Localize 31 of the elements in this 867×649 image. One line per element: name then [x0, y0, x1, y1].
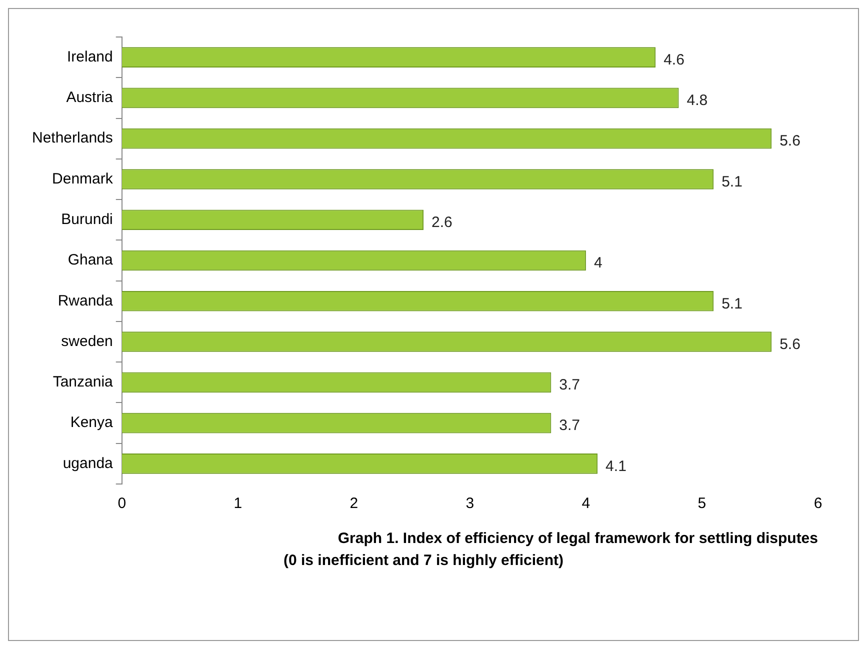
y-tick-label: Austria: [66, 89, 114, 106]
data-label: 4: [594, 254, 602, 272]
y-tick-label: Burundi: [61, 211, 113, 228]
data-label: 4.1: [606, 458, 626, 475]
data-label: 4.8: [686, 92, 708, 110]
data-label: 3.7: [559, 376, 580, 394]
y-tick-label: Denmark: [52, 170, 114, 188]
x-tick-label: 3: [466, 495, 474, 512]
y-tick-label: Kenya: [70, 414, 114, 432]
y-tick-label: Netherlands: [32, 130, 113, 147]
data-label: 5.1: [722, 173, 742, 190]
x-tick-label: 2: [350, 495, 358, 512]
data-label: 2.6: [432, 214, 452, 232]
data-label: 5.1: [722, 295, 742, 312]
text: (0 is inefficient and 7 is highly efficient): [283, 552, 564, 570]
x-tick-label: 0: [118, 495, 126, 512]
x-tick-label: 1: [234, 495, 242, 512]
y-tick-label: Rwanda: [58, 292, 114, 310]
data-label: 5.6: [780, 336, 800, 353]
x-tick-label: 6: [814, 495, 822, 512]
text: Graph 1. Index of efficiency of legal framework for settling disputes: [338, 530, 818, 548]
x-tick-label: 4: [582, 495, 590, 512]
data-label: 5.6: [780, 132, 800, 150]
data-label: 3.7: [559, 417, 580, 434]
y-tick-label: Ghana: [68, 252, 114, 269]
y-tick-label: Tanzania: [52, 374, 114, 391]
y-tick-label: sweden: [61, 332, 113, 350]
x-tick-label: 5: [698, 495, 706, 512]
y-tick-label: Ireland: [67, 48, 113, 66]
data-label: 4.6: [664, 51, 684, 68]
y-tick-label: uganda: [62, 454, 114, 472]
